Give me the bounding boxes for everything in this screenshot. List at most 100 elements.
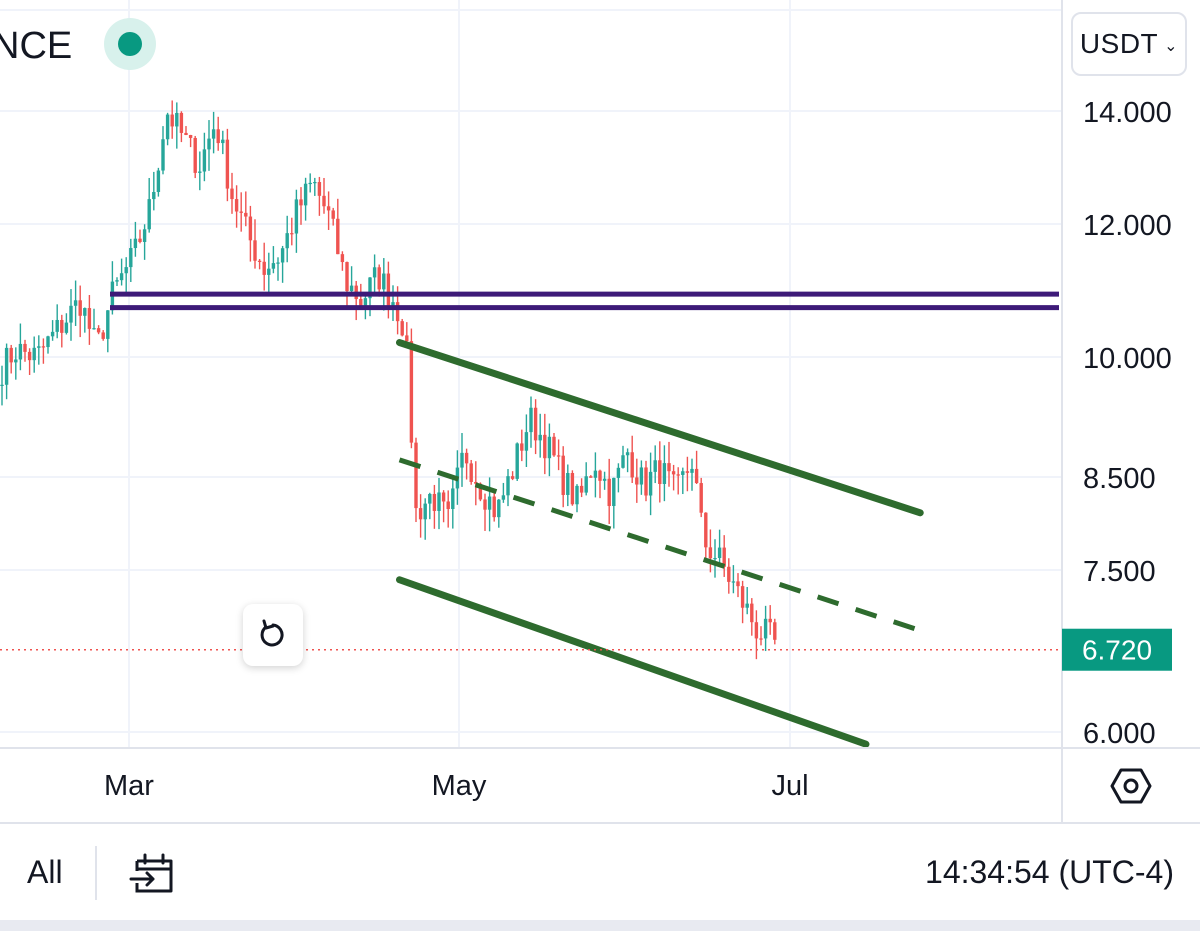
y-tick-label: 14.000 bbox=[1083, 97, 1172, 129]
candle-body bbox=[4, 347, 9, 385]
candle-body bbox=[607, 478, 611, 507]
candle-body bbox=[630, 452, 634, 478]
candle-body bbox=[722, 547, 726, 567]
candle-body bbox=[207, 138, 211, 150]
candle-body bbox=[635, 477, 639, 485]
candle-body bbox=[593, 470, 598, 478]
candle-body bbox=[731, 581, 736, 583]
currency-selector-button[interactable]: USDT ⌄ bbox=[1071, 12, 1187, 76]
candle-body bbox=[377, 267, 381, 290]
candle-body bbox=[391, 302, 395, 306]
candle-body bbox=[336, 218, 340, 255]
candle-body bbox=[400, 321, 404, 336]
candle-body bbox=[317, 182, 322, 196]
candle-body bbox=[469, 463, 473, 482]
reset-chart-button[interactable] bbox=[243, 604, 303, 666]
candle-body bbox=[179, 112, 184, 133]
status-dot-icon bbox=[118, 32, 142, 56]
toolbar-divider bbox=[95, 846, 97, 900]
symbol-title: NCE bbox=[0, 25, 72, 67]
candle-body bbox=[170, 114, 174, 127]
candle-body bbox=[418, 508, 423, 520]
candle-body bbox=[225, 139, 230, 189]
candle-body bbox=[768, 618, 772, 623]
candle-body bbox=[382, 273, 386, 290]
candle-body bbox=[248, 216, 253, 241]
candle-body bbox=[704, 512, 708, 548]
candle-body bbox=[446, 501, 450, 510]
candle-body bbox=[515, 443, 519, 479]
chart-settings-button[interactable] bbox=[1106, 760, 1156, 812]
channel-upper-line bbox=[395, 339, 924, 517]
candle-body bbox=[101, 332, 105, 339]
candle-body bbox=[129, 248, 133, 268]
candle-body bbox=[598, 470, 602, 481]
candle-body bbox=[239, 211, 243, 213]
candle-body bbox=[184, 132, 188, 136]
candle-body bbox=[727, 566, 731, 582]
candle-body bbox=[253, 240, 257, 261]
candle-body bbox=[717, 547, 722, 559]
candle-body bbox=[464, 452, 469, 464]
candle-body bbox=[345, 262, 349, 292]
candle-body bbox=[244, 212, 248, 217]
candle-body bbox=[331, 210, 335, 219]
candle-body bbox=[46, 336, 50, 348]
candle-body bbox=[87, 308, 92, 329]
clock-display: 14:34:54 (UTC-4) bbox=[925, 854, 1174, 890]
candle-body bbox=[359, 299, 363, 306]
candle-body bbox=[483, 499, 487, 510]
candle-body bbox=[639, 467, 644, 485]
candle-body bbox=[395, 302, 400, 322]
last-price-label-bg bbox=[1062, 628, 1172, 671]
candle-body bbox=[510, 476, 515, 479]
candle-body bbox=[524, 432, 529, 451]
candle-body bbox=[290, 233, 294, 235]
candle-body bbox=[92, 328, 96, 330]
candle-body bbox=[27, 351, 32, 361]
candle-body bbox=[280, 248, 285, 263]
candle-body bbox=[55, 319, 59, 332]
price-chart[interactable]: 14.000 12.000 10.000 8.500 7.500 6.000 Mar May J… bbox=[0, 0, 1200, 822]
y-tick-label: 6.000 bbox=[1083, 718, 1156, 750]
candle-body bbox=[520, 443, 524, 451]
go-to-date-button[interactable] bbox=[124, 844, 180, 900]
candle-body bbox=[694, 468, 699, 484]
candle-body bbox=[138, 238, 142, 242]
candle-body bbox=[497, 499, 501, 518]
chart-grid bbox=[0, 0, 1062, 748]
candle-body bbox=[667, 463, 671, 472]
candle-body bbox=[414, 442, 418, 509]
candle-body bbox=[552, 436, 556, 456]
candle-body bbox=[262, 261, 266, 275]
candle-body bbox=[308, 182, 312, 185]
candle-body bbox=[478, 483, 483, 500]
candle-body bbox=[437, 492, 441, 511]
candle-body bbox=[50, 331, 55, 337]
candle-body bbox=[188, 135, 193, 138]
candle-body bbox=[193, 137, 197, 173]
x-tick-label: May bbox=[432, 770, 487, 802]
range-all-button[interactable]: All bbox=[27, 854, 63, 890]
candle-body bbox=[267, 268, 271, 275]
candle-body bbox=[579, 485, 584, 493]
bottom-toolbar: All 14:34:54 (UTC-4) bbox=[0, 822, 1200, 922]
candle-body bbox=[506, 476, 510, 496]
candle-body bbox=[349, 285, 354, 292]
candle-body bbox=[303, 183, 308, 206]
candle-body bbox=[124, 267, 128, 274]
candle-body bbox=[368, 277, 372, 299]
candle-body bbox=[69, 305, 73, 323]
candle-body bbox=[175, 112, 179, 127]
candle-body bbox=[156, 170, 161, 192]
candle-body bbox=[271, 263, 276, 269]
candle-body bbox=[257, 260, 262, 262]
y-tick-label: 7.500 bbox=[1083, 556, 1156, 588]
candle-body bbox=[23, 343, 27, 352]
candle-body bbox=[276, 262, 280, 264]
candle-body bbox=[363, 298, 368, 306]
candle-body bbox=[14, 359, 18, 363]
candle-body bbox=[165, 114, 170, 140]
candle-body bbox=[78, 300, 82, 316]
candle-body bbox=[106, 310, 110, 339]
